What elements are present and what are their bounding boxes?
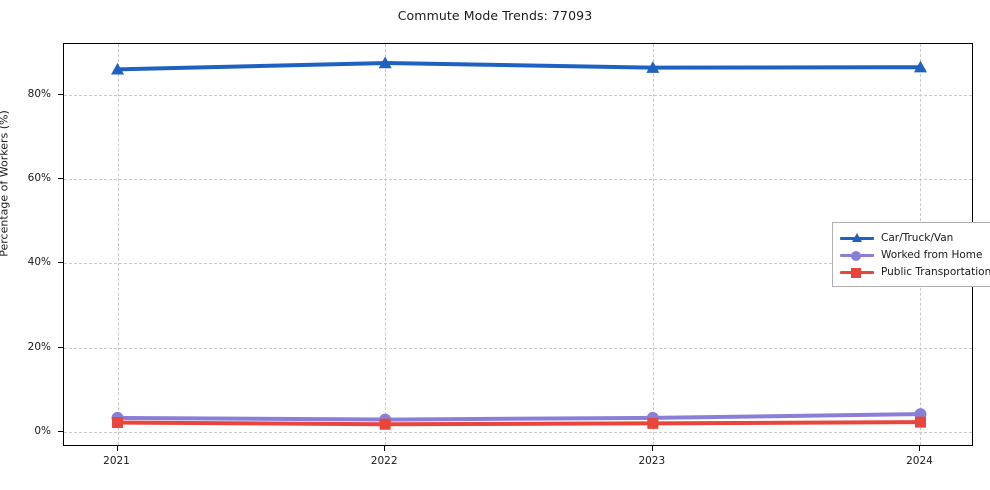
data-point-marker bbox=[112, 417, 124, 429]
x-tick-mark bbox=[384, 446, 386, 451]
legend-marker-square bbox=[851, 267, 861, 278]
legend-label: Worked from Home bbox=[881, 248, 983, 261]
gridline-horizontal bbox=[64, 263, 972, 265]
legend-swatch bbox=[840, 231, 874, 245]
chart-legend: Car/Truck/Van Worked from Home Public Tran… bbox=[832, 222, 990, 287]
y-tick-label: 20% bbox=[27, 340, 51, 353]
y-tick-mark bbox=[58, 346, 63, 348]
x-tick-label: 2021 bbox=[103, 455, 130, 467]
legend-swatch bbox=[840, 265, 874, 279]
data-point-marker bbox=[914, 416, 926, 428]
legend-label: Public Transportation bbox=[881, 265, 990, 278]
plot-area bbox=[63, 43, 973, 446]
gridline-vertical bbox=[652, 44, 654, 445]
data-point-marker bbox=[378, 56, 392, 69]
y-tick-mark bbox=[58, 431, 63, 433]
y-tick-label: 80% bbox=[27, 87, 51, 100]
gridline-horizontal bbox=[64, 179, 972, 181]
legend-marker-circle bbox=[851, 250, 861, 261]
series-line bbox=[115, 412, 923, 422]
x-tick-label: 2022 bbox=[370, 455, 398, 467]
legend-item[interactable]: Worked from Home bbox=[840, 246, 990, 263]
data-point-marker bbox=[646, 61, 660, 73]
y-tick-label: 40% bbox=[27, 256, 51, 269]
gridline-vertical bbox=[385, 44, 387, 445]
gridline-horizontal bbox=[64, 94, 972, 96]
x-tick-mark bbox=[919, 446, 921, 451]
legend-item[interactable]: Public Transportation bbox=[840, 263, 990, 280]
gridline-horizontal bbox=[64, 347, 972, 349]
data-point-marker bbox=[647, 417, 659, 429]
y-tick-mark bbox=[58, 93, 63, 95]
x-tick-mark bbox=[116, 446, 118, 451]
y-tick-label: 0% bbox=[34, 425, 51, 438]
data-point-marker bbox=[111, 62, 125, 75]
x-tick-label: 2023 bbox=[638, 455, 666, 467]
legend-swatch bbox=[840, 248, 874, 262]
gridline-vertical bbox=[117, 44, 119, 445]
y-tick-label: 60% bbox=[27, 172, 51, 185]
chart-title: Commute Mode Trends: 77093 bbox=[397, 8, 593, 23]
series-lines bbox=[111, 56, 927, 430]
gridline-horizontal bbox=[64, 432, 972, 434]
series-line bbox=[115, 60, 923, 72]
y-tick-mark bbox=[58, 262, 63, 264]
x-tick-mark bbox=[651, 446, 653, 451]
y-tick-mark bbox=[58, 178, 63, 180]
series-line bbox=[115, 420, 923, 427]
legend-label: Car/Truck/Van bbox=[881, 231, 954, 244]
x-tick-label: 2024 bbox=[906, 455, 933, 467]
legend-marker-triangle bbox=[852, 232, 862, 242]
legend-item[interactable]: Car/Truck/Van bbox=[840, 229, 990, 246]
data-point-marker bbox=[379, 418, 391, 430]
data-point-marker bbox=[913, 60, 927, 73]
